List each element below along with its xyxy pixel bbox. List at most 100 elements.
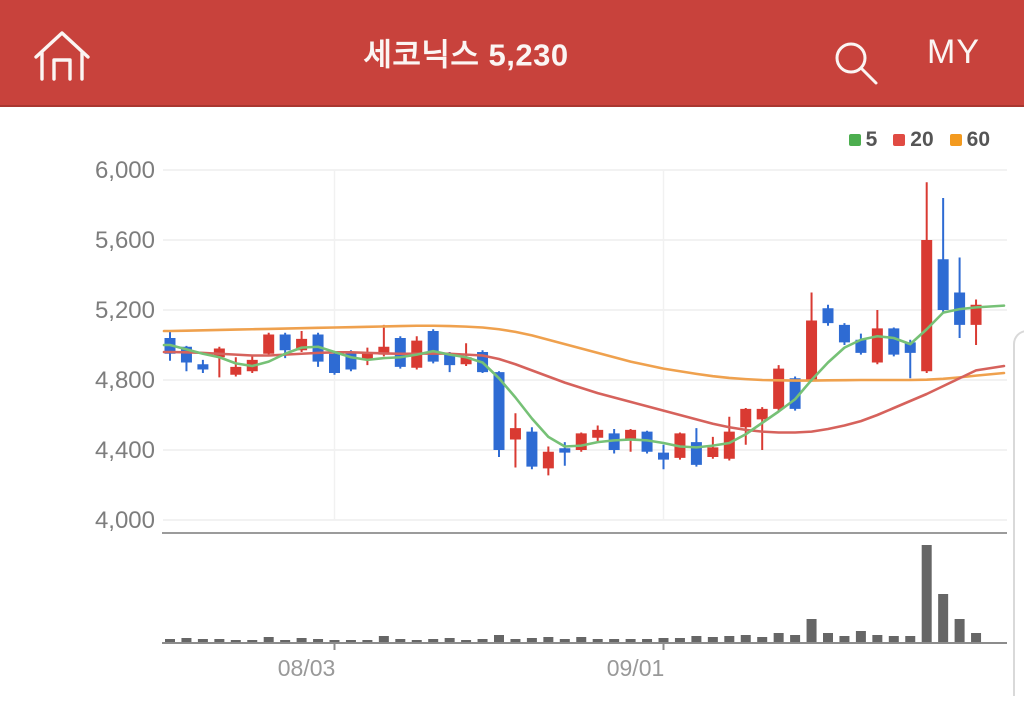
candle-body (444, 354, 456, 366)
volume-bar (872, 635, 883, 643)
chart-area[interactable]: 6,000 5,600 5,200 4,800 4,400 4,000 08/03 09/01… (0, 107, 1024, 707)
volume-bar (905, 636, 916, 643)
volume-bar (625, 639, 636, 643)
candle (263, 332, 275, 356)
candle (773, 365, 785, 411)
volume-bar (477, 639, 488, 643)
candle-body (937, 259, 949, 310)
volume-bar (444, 638, 455, 643)
ma60-line (162, 324, 1006, 382)
candle (723, 416, 735, 461)
volume-bar (855, 631, 866, 643)
candle-body (723, 431, 735, 459)
candle (954, 257, 966, 338)
candle-body (197, 364, 209, 370)
ma20-label: 20 (910, 128, 934, 151)
ma20-swatch (893, 133, 906, 146)
candle-body (493, 372, 505, 450)
candle (888, 327, 900, 357)
candle-body (296, 338, 308, 351)
candle-body (773, 368, 785, 409)
volume-bar (543, 637, 554, 643)
candle (493, 371, 505, 457)
candle (921, 182, 933, 373)
volume-bar (691, 636, 702, 643)
candle (806, 292, 818, 382)
chart-legend: 5 20 60 (848, 128, 990, 151)
candle (509, 413, 521, 468)
volume-bar (938, 594, 949, 643)
volume-bar (494, 635, 504, 643)
price-chart-svg: 6,000 5,600 5,200 4,800 4,400 4,000 08/03 09/01 (95, 157, 1007, 681)
app-header: 세코닉스 5,230 MY (0, 0, 1024, 107)
candle (394, 336, 406, 369)
volume-bar (674, 638, 685, 643)
volume-bar (378, 636, 389, 643)
candle-body (526, 431, 538, 467)
legend-item-ma20: 20 (893, 128, 934, 151)
y-tick-label: 4,000 (95, 507, 155, 534)
legend-item-ma5: 5 (848, 129, 877, 150)
candle-body (263, 334, 275, 354)
candle-body (509, 428, 521, 440)
search-icon (824, 42, 882, 93)
volume-bar (888, 636, 899, 643)
candle-body (559, 448, 571, 453)
candle (592, 425, 604, 442)
volume-bar (214, 639, 225, 643)
volume-bar (280, 640, 291, 643)
ma60-label: 60 (966, 128, 990, 151)
volume-bar (395, 639, 406, 643)
candle-body (542, 451, 554, 469)
x-tick-label: 08/03 (278, 655, 336, 681)
volume-bar (707, 637, 718, 643)
volume-bar (362, 640, 373, 643)
next-page-card-edge (1013, 330, 1024, 696)
candle-body (970, 304, 982, 325)
candle (789, 376, 801, 411)
ma5-line (162, 304, 1006, 449)
volume-bar (165, 639, 175, 643)
volume-bar (559, 639, 570, 643)
volume-bar (592, 639, 603, 643)
candle (855, 333, 867, 355)
candle-body (904, 342, 916, 353)
candle (230, 357, 242, 377)
candle (312, 332, 324, 367)
candle-body (329, 353, 340, 373)
my-button[interactable]: MY (921, 0, 986, 105)
volume-bar (181, 638, 192, 643)
volume-bar (921, 545, 932, 643)
y-tick-label: 4,800 (95, 367, 155, 394)
candle (329, 352, 340, 375)
page-title: 세코닉스 5,230 (363, 37, 569, 73)
volume-layer (165, 545, 982, 643)
candle-body (690, 442, 702, 465)
candle (904, 339, 916, 379)
x-axis: 08/03 09/01 (278, 644, 665, 681)
volume-bar (954, 619, 965, 643)
candle-body (378, 346, 390, 355)
candle-body (756, 408, 768, 420)
candle (345, 350, 357, 372)
volume-bar (411, 640, 422, 643)
ma60-swatch (949, 133, 962, 146)
y-tick-label: 5,600 (95, 227, 155, 254)
volume-bar (461, 640, 472, 643)
x-tick-label: 09/01 (607, 655, 665, 681)
ma5-swatch (848, 133, 861, 146)
candle-body (740, 408, 752, 428)
candle (575, 432, 587, 452)
volume-bar (642, 639, 653, 643)
volume-bar (263, 637, 274, 643)
candle-body (345, 352, 357, 370)
candle (937, 198, 949, 314)
home-button[interactable] (30, 26, 94, 84)
volume-bar (296, 638, 307, 643)
search-button[interactable] (824, 32, 882, 90)
volume-bar (576, 637, 587, 643)
candle-body (592, 429, 604, 438)
volume-bar (609, 639, 620, 643)
volume-bar (790, 635, 801, 643)
